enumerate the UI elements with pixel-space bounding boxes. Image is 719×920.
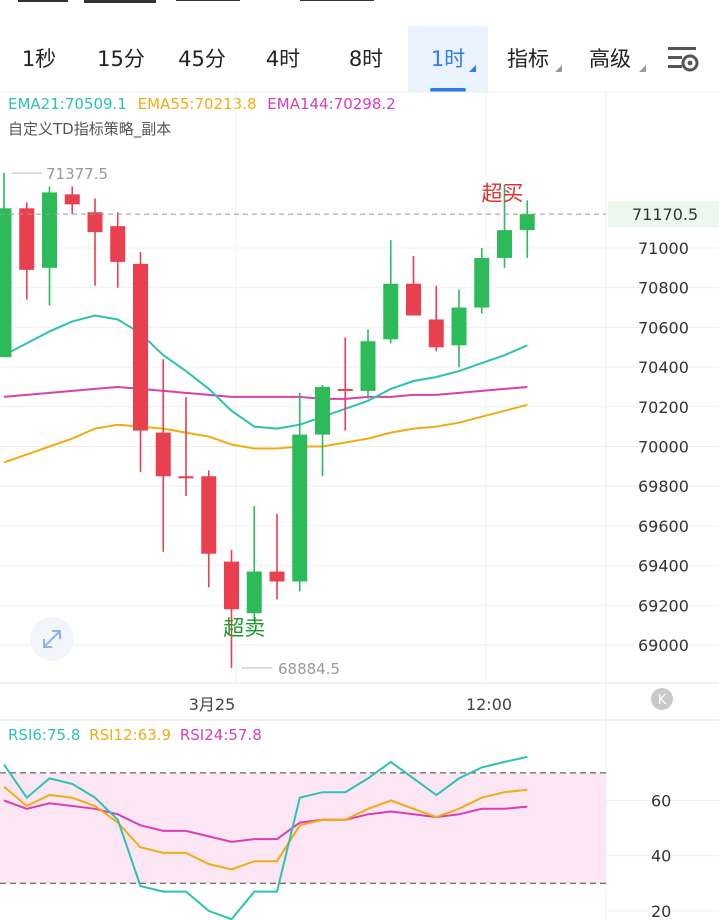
rsi-tick-label: 60 [651,792,671,811]
candle-body [42,192,57,268]
ema144-legend: EMA144:70298.2 [267,95,396,113]
rsi-band [0,772,606,884]
tab-label: 指标 [507,47,549,71]
price-tick-label: 69400 [638,557,689,576]
tab-label: 1秒 [21,47,57,71]
timeframe-tab-bar: 1秒 15分 45分 4时 8时 1时 指标 高级 [0,26,719,92]
time-axis-label: 12:00 [466,695,512,714]
k-line-toggle-glyph: K [658,693,667,708]
candle-body [178,476,194,479]
k-line-toggle-icon [651,688,673,710]
candle-body [451,307,467,346]
strategy-label: 自定义TD指标策略_副本 [8,120,172,138]
ema-legend: EMA21:70509.1 EMA55:70213.8 EMA144:70298… [8,95,402,113]
ema144-line [3,385,528,400]
candle-body [155,432,171,477]
candle-body [428,319,444,348]
cropped-header-text [18,0,374,3]
candle-body [64,194,80,205]
price-tick-label: 70400 [638,358,689,377]
dropdown-corner-icon [639,65,646,72]
rsi12-line [3,785,528,871]
tab-label: 8时 [348,47,384,71]
top-strip-cropped [0,0,719,22]
candle-body [315,386,330,435]
price-tick-label: 70000 [638,438,689,457]
candle-body [19,208,35,270]
price-tick-label: 69000 [638,636,689,655]
tab-4[interactable]: 8时 [324,26,408,92]
dropdown-corner-icon [555,65,562,72]
rsi-legend: RSI6:75.8 RSI12:63.9 RSI24:57.8 [8,726,266,744]
candle-body [133,263,148,431]
price-tick-label: 70600 [638,318,689,337]
candle-body [337,388,353,391]
price-tick-label: 69200 [638,596,689,615]
candle-body [87,212,103,233]
oversold-signal: 超卖 [223,616,265,640]
rsi24-legend: RSI24:57.8 [179,726,262,744]
tab-label: 15分 [97,47,145,71]
candle-body [0,208,12,358]
ema21-line [3,314,528,430]
rsi6-line [3,755,528,920]
tab-label: 45分 [178,47,226,71]
candle-body [110,226,126,262]
price-tick-label: 70800 [638,279,689,298]
tab-7[interactable]: 高级 [568,26,652,92]
candle-body [269,571,285,582]
tab-6[interactable]: 指标 [488,26,568,92]
tab-5[interactable]: 1时 [408,26,488,92]
tab-2[interactable]: 45分 [162,26,242,92]
price-tick-label: 69600 [638,517,689,536]
rsi-tick-label: 40 [651,847,671,866]
tab-0[interactable]: 1秒 [0,26,78,92]
candle-body [406,283,421,316]
tab-label: 高级 [589,47,631,71]
overbought-signal: 超买 [482,181,524,205]
candle-body [201,476,217,554]
candle-body [246,571,262,614]
tab-3[interactable]: 4时 [242,26,324,92]
high-price-label: 71377.5 [46,165,108,183]
candle-body [519,214,535,231]
candle-body [360,341,376,391]
low-price-label: 68884.5 [278,660,340,678]
last-price-label: 71170.5 [632,205,698,224]
candle-body [224,561,239,610]
tab-label: 1时 [430,47,466,71]
active-tab-indicator [430,88,466,92]
candle-body [497,230,512,258]
dropdown-corner-icon [469,65,476,72]
rsi-tick-label: 20 [651,902,671,920]
price-tick-label: 69800 [638,477,689,496]
ema55-line [3,403,528,464]
tab-label: 4时 [265,47,301,71]
rsi12-legend: RSI12:63.9 [89,726,172,744]
time-axis-label: 3月25 [189,695,236,714]
chart-settings-icon[interactable] [664,44,704,76]
last-price-tag [608,201,719,228]
expand-arrows-icon [43,630,61,648]
candle-body [474,257,490,308]
rsi6-legend: RSI6:75.8 [8,726,81,744]
candle-body [292,434,308,582]
price-tick-label: 71000 [638,239,689,258]
ema55-legend: EMA55:70213.8 [137,95,257,113]
candle-body [383,283,399,340]
ema21-legend: EMA21:70509.1 [8,95,127,113]
tab-1[interactable]: 15分 [78,26,164,92]
price-tick-label: 70200 [638,398,689,417]
